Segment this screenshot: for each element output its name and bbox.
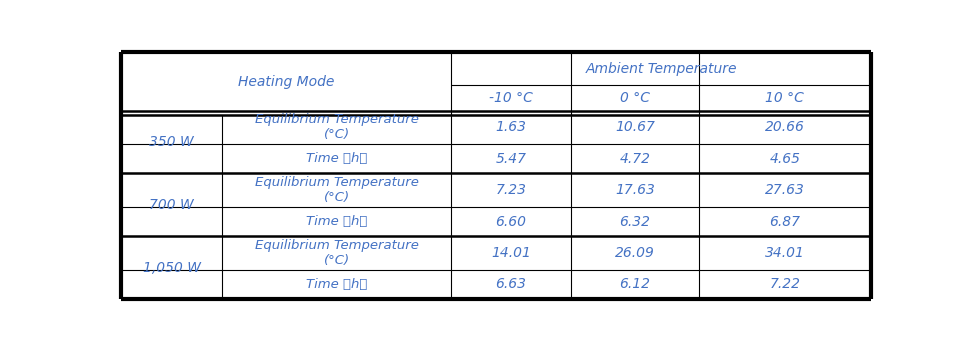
Text: Heating Mode: Heating Mode [238, 74, 334, 88]
Text: Time （h）: Time （h） [306, 278, 368, 291]
Text: 7.23: 7.23 [496, 183, 527, 197]
Text: 350 W: 350 W [149, 135, 194, 149]
Text: 1,050 W: 1,050 W [142, 261, 200, 275]
Text: Equilibrium Temperature
(°C): Equilibrium Temperature (°C) [255, 176, 418, 204]
Text: 5.47: 5.47 [496, 152, 527, 166]
Text: 27.63: 27.63 [765, 183, 804, 197]
Text: 20.66: 20.66 [765, 120, 804, 134]
Text: 7.22: 7.22 [770, 277, 801, 292]
Text: 10 °C: 10 °C [766, 91, 804, 105]
Text: 6.87: 6.87 [770, 215, 801, 229]
Text: 1.63: 1.63 [496, 120, 527, 134]
Text: Equilibrium Temperature
(°C): Equilibrium Temperature (°C) [255, 239, 418, 267]
Text: 6.63: 6.63 [496, 277, 527, 292]
Text: Time （h）: Time （h） [306, 152, 368, 165]
Text: -10 °C: -10 °C [489, 91, 533, 105]
Text: 6.32: 6.32 [620, 215, 650, 229]
Text: 17.63: 17.63 [615, 183, 654, 197]
Text: Ambient Temperature: Ambient Temperature [586, 62, 737, 76]
Text: 10.67: 10.67 [615, 120, 654, 134]
Text: 34.01: 34.01 [765, 246, 804, 260]
Text: 14.01: 14.01 [491, 246, 531, 260]
Text: 4.72: 4.72 [620, 152, 650, 166]
Text: 6.12: 6.12 [620, 277, 650, 292]
Text: 26.09: 26.09 [615, 246, 654, 260]
Text: Time （h）: Time （h） [306, 215, 368, 228]
Text: 0 °C: 0 °C [620, 91, 650, 105]
Text: 700 W: 700 W [149, 198, 194, 212]
Text: Equilibrium Temperature
(°C): Equilibrium Temperature (°C) [255, 113, 418, 142]
Text: 6.60: 6.60 [496, 215, 527, 229]
Text: 4.65: 4.65 [770, 152, 801, 166]
